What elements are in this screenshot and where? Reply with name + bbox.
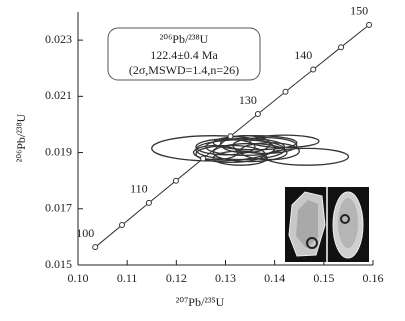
x-tick-label: 0.10	[68, 271, 89, 285]
y-tick-label: 0.021	[45, 88, 72, 102]
concordia-point	[119, 222, 126, 229]
error-ellipse	[264, 147, 350, 166]
concordia-point	[145, 199, 152, 206]
x-tick-label: 0.12	[166, 271, 187, 285]
concordia-point	[282, 88, 289, 95]
age-label: 100	[76, 226, 94, 240]
x-tick-label: 0.11	[117, 271, 138, 285]
x-tick-label: 0.15	[313, 271, 334, 285]
y-tick-label: 0.017	[45, 201, 72, 215]
annotation-age: 122.4±0.4 Ma	[150, 48, 218, 62]
age-label: 150	[350, 4, 368, 18]
concordia-point	[227, 133, 234, 140]
x-tick-label: 0.14	[264, 271, 285, 285]
annotation-stats: (2σ,MSWD=1.4,n=26)	[129, 63, 239, 77]
concordia-point	[92, 244, 99, 251]
concordia-point	[200, 155, 207, 162]
zircon-inset	[285, 187, 369, 262]
y-tick-label: 0.015	[45, 257, 72, 271]
x-tick-label: 0.13	[215, 271, 236, 285]
age-label: 110	[130, 182, 148, 196]
error-ellipse	[249, 134, 320, 149]
y-tick-label: 0.019	[45, 144, 72, 158]
y-tick-label: 0.023	[45, 32, 72, 46]
age-label: 140	[294, 48, 312, 62]
x-tick-label: 0.16	[363, 271, 384, 285]
concordia-point	[366, 21, 373, 28]
error-ellipse	[195, 144, 266, 164]
age-label: 130	[239, 93, 257, 107]
concordia-point	[254, 111, 261, 118]
concordia-point	[310, 66, 317, 73]
error-ellipse	[212, 150, 268, 166]
error-ellipse	[212, 135, 298, 151]
concordia-point	[172, 177, 179, 184]
annotation-ratio: ²⁰⁶Pb/²³⁸U	[160, 32, 209, 46]
annotation-box	[107, 27, 261, 81]
y-axis-label: ²⁰⁶Pb/²³⁸U	[14, 113, 28, 162]
concordia-point	[338, 44, 345, 51]
x-axis-label: ²⁰⁷Pb/²³⁵U	[176, 295, 225, 309]
